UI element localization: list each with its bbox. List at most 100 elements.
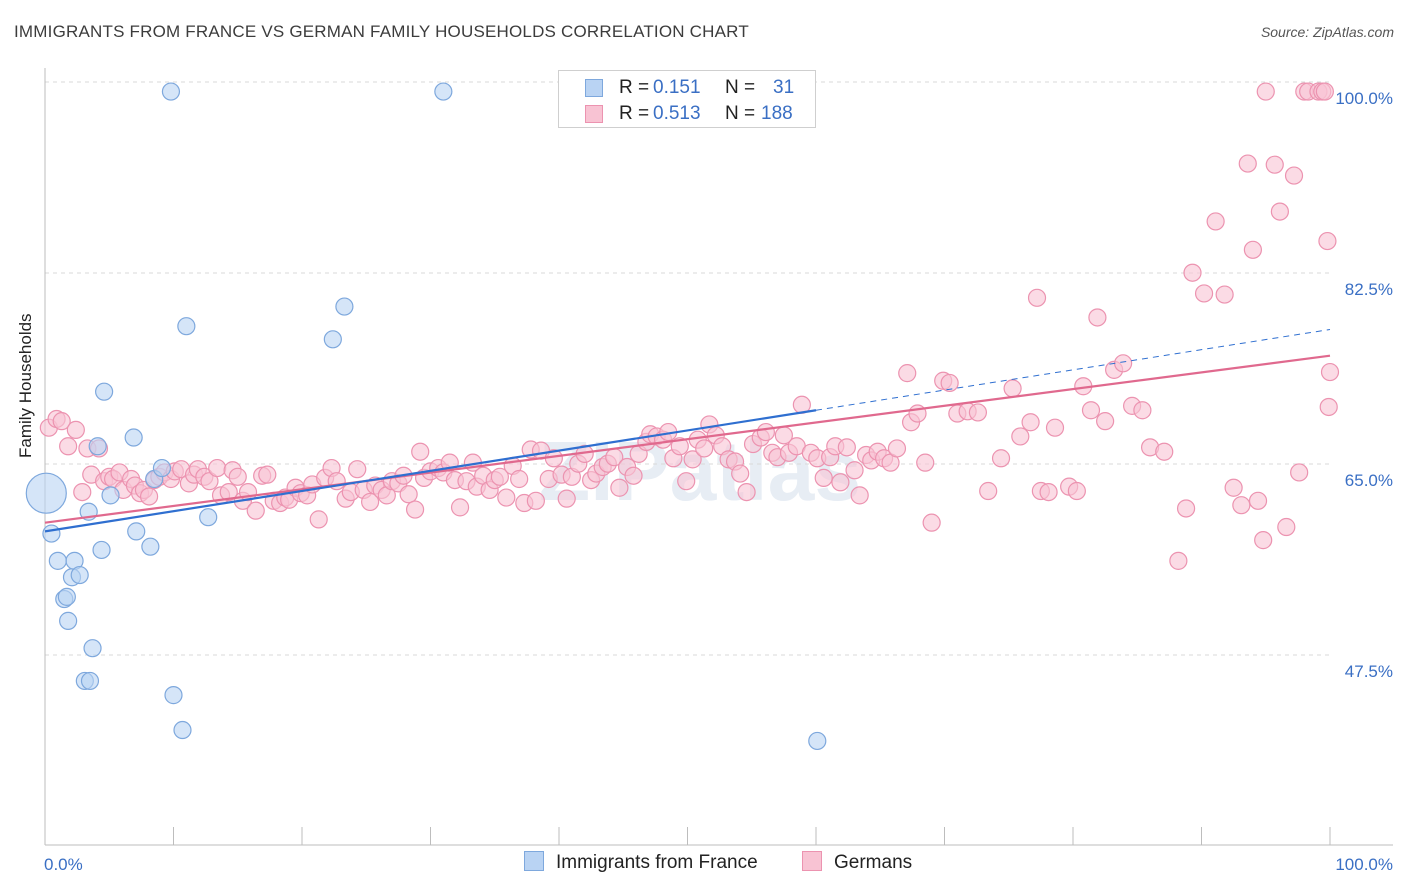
legend-swatch-france xyxy=(585,79,603,97)
german-point xyxy=(1265,155,1284,174)
bottom-legend-france: Immigrants from France xyxy=(524,851,758,874)
german-point xyxy=(1169,551,1188,570)
bottom-swatch-german xyxy=(802,851,822,871)
german-point xyxy=(756,422,775,442)
france-point xyxy=(323,330,342,349)
german-point xyxy=(979,481,998,501)
france-point xyxy=(141,537,160,556)
x-tick-label: 0.0% xyxy=(44,855,83,874)
german-point xyxy=(1238,154,1257,173)
france-point xyxy=(83,639,102,658)
france-point xyxy=(92,540,111,560)
france-point xyxy=(48,551,67,570)
german-point xyxy=(731,464,750,483)
france-point xyxy=(101,486,120,505)
german-point xyxy=(845,461,864,480)
german-point xyxy=(737,482,756,502)
y-tick-label: 65.0% xyxy=(1345,471,1393,490)
y-axis-label: Family Households xyxy=(16,313,35,458)
france-trend-extension xyxy=(815,328,1331,411)
german-point xyxy=(1256,82,1275,101)
german-point xyxy=(1096,412,1115,431)
german-point xyxy=(1027,288,1047,307)
x-tick-label: 100.0% xyxy=(1335,855,1393,874)
legend-n-value-france: 31 xyxy=(773,77,795,98)
france-point xyxy=(199,508,218,527)
german-point xyxy=(309,510,328,529)
france-point xyxy=(59,611,78,630)
france-point xyxy=(177,317,196,336)
stats-legend: R = 0.151 N = 31 R = 0.513 N = 188 xyxy=(558,70,816,128)
german-point xyxy=(73,482,92,502)
trend-lines xyxy=(44,328,1331,533)
legend-n-label: N = xyxy=(725,77,756,98)
german-point xyxy=(1021,413,1040,432)
bottom-legend-german: Germans xyxy=(802,851,912,874)
german-point xyxy=(1284,166,1304,185)
german-point xyxy=(1232,496,1251,515)
france-point xyxy=(164,686,183,705)
german-point xyxy=(139,487,159,506)
german-point xyxy=(1011,427,1030,446)
y-tick-label: 100.0% xyxy=(1335,89,1393,108)
german-point xyxy=(1155,442,1174,461)
german-point xyxy=(1176,499,1196,518)
france-point xyxy=(80,671,100,691)
german-point xyxy=(1320,362,1340,382)
france-points xyxy=(25,82,827,751)
german-trend-line xyxy=(44,354,1331,524)
german-point xyxy=(1114,354,1133,373)
german-point xyxy=(405,500,425,519)
german-point xyxy=(1290,463,1309,482)
axes xyxy=(44,68,1393,846)
german-point xyxy=(1003,379,1022,398)
german-point xyxy=(814,468,833,488)
german-point xyxy=(450,498,470,517)
german-point xyxy=(887,439,907,458)
german-points xyxy=(39,82,1340,570)
german-point xyxy=(1224,478,1243,497)
german-point xyxy=(1039,482,1058,502)
german-point xyxy=(1183,263,1202,282)
france-point xyxy=(25,472,67,514)
france-point xyxy=(127,522,146,541)
tick-labels: 47.5% 65.0% 82.5% 100.0% 0.0% 100.0% xyxy=(44,89,1393,874)
bottom-legend-label-german: Germans xyxy=(834,852,913,873)
german-point xyxy=(490,467,509,486)
legend-n-value-german: 188 xyxy=(761,103,793,124)
german-point xyxy=(258,465,277,484)
german-point xyxy=(850,486,869,505)
german-point xyxy=(1319,397,1338,417)
france-point xyxy=(161,82,181,101)
german-point xyxy=(991,449,1011,468)
german-point xyxy=(1194,284,1214,303)
german-point xyxy=(1277,517,1296,537)
german-point xyxy=(922,513,941,532)
france-point xyxy=(42,524,61,543)
german-point xyxy=(968,403,988,422)
german-point xyxy=(228,467,247,486)
german-point xyxy=(1248,491,1268,510)
german-point xyxy=(1254,531,1273,550)
german-point xyxy=(219,482,238,502)
german-point xyxy=(610,478,629,497)
german-point xyxy=(411,442,430,461)
german-point xyxy=(940,373,959,393)
source-label: Source: ZipAtlas.com xyxy=(1260,24,1394,40)
y-tick-label: 47.5% xyxy=(1345,662,1393,681)
german-point xyxy=(1067,481,1086,501)
german-point xyxy=(497,488,516,507)
german-point xyxy=(52,412,71,431)
german-point xyxy=(66,420,85,439)
german-point xyxy=(1206,212,1225,231)
bottom-legend-label-france: Immigrants from France xyxy=(556,852,758,873)
german-point xyxy=(1133,401,1152,420)
legend-n-label: N = xyxy=(725,103,756,124)
france-point xyxy=(434,82,453,101)
german-point xyxy=(1243,240,1263,259)
german-point xyxy=(1318,231,1337,251)
german-point xyxy=(695,439,714,458)
france-point xyxy=(808,731,827,751)
france-point xyxy=(173,720,192,740)
